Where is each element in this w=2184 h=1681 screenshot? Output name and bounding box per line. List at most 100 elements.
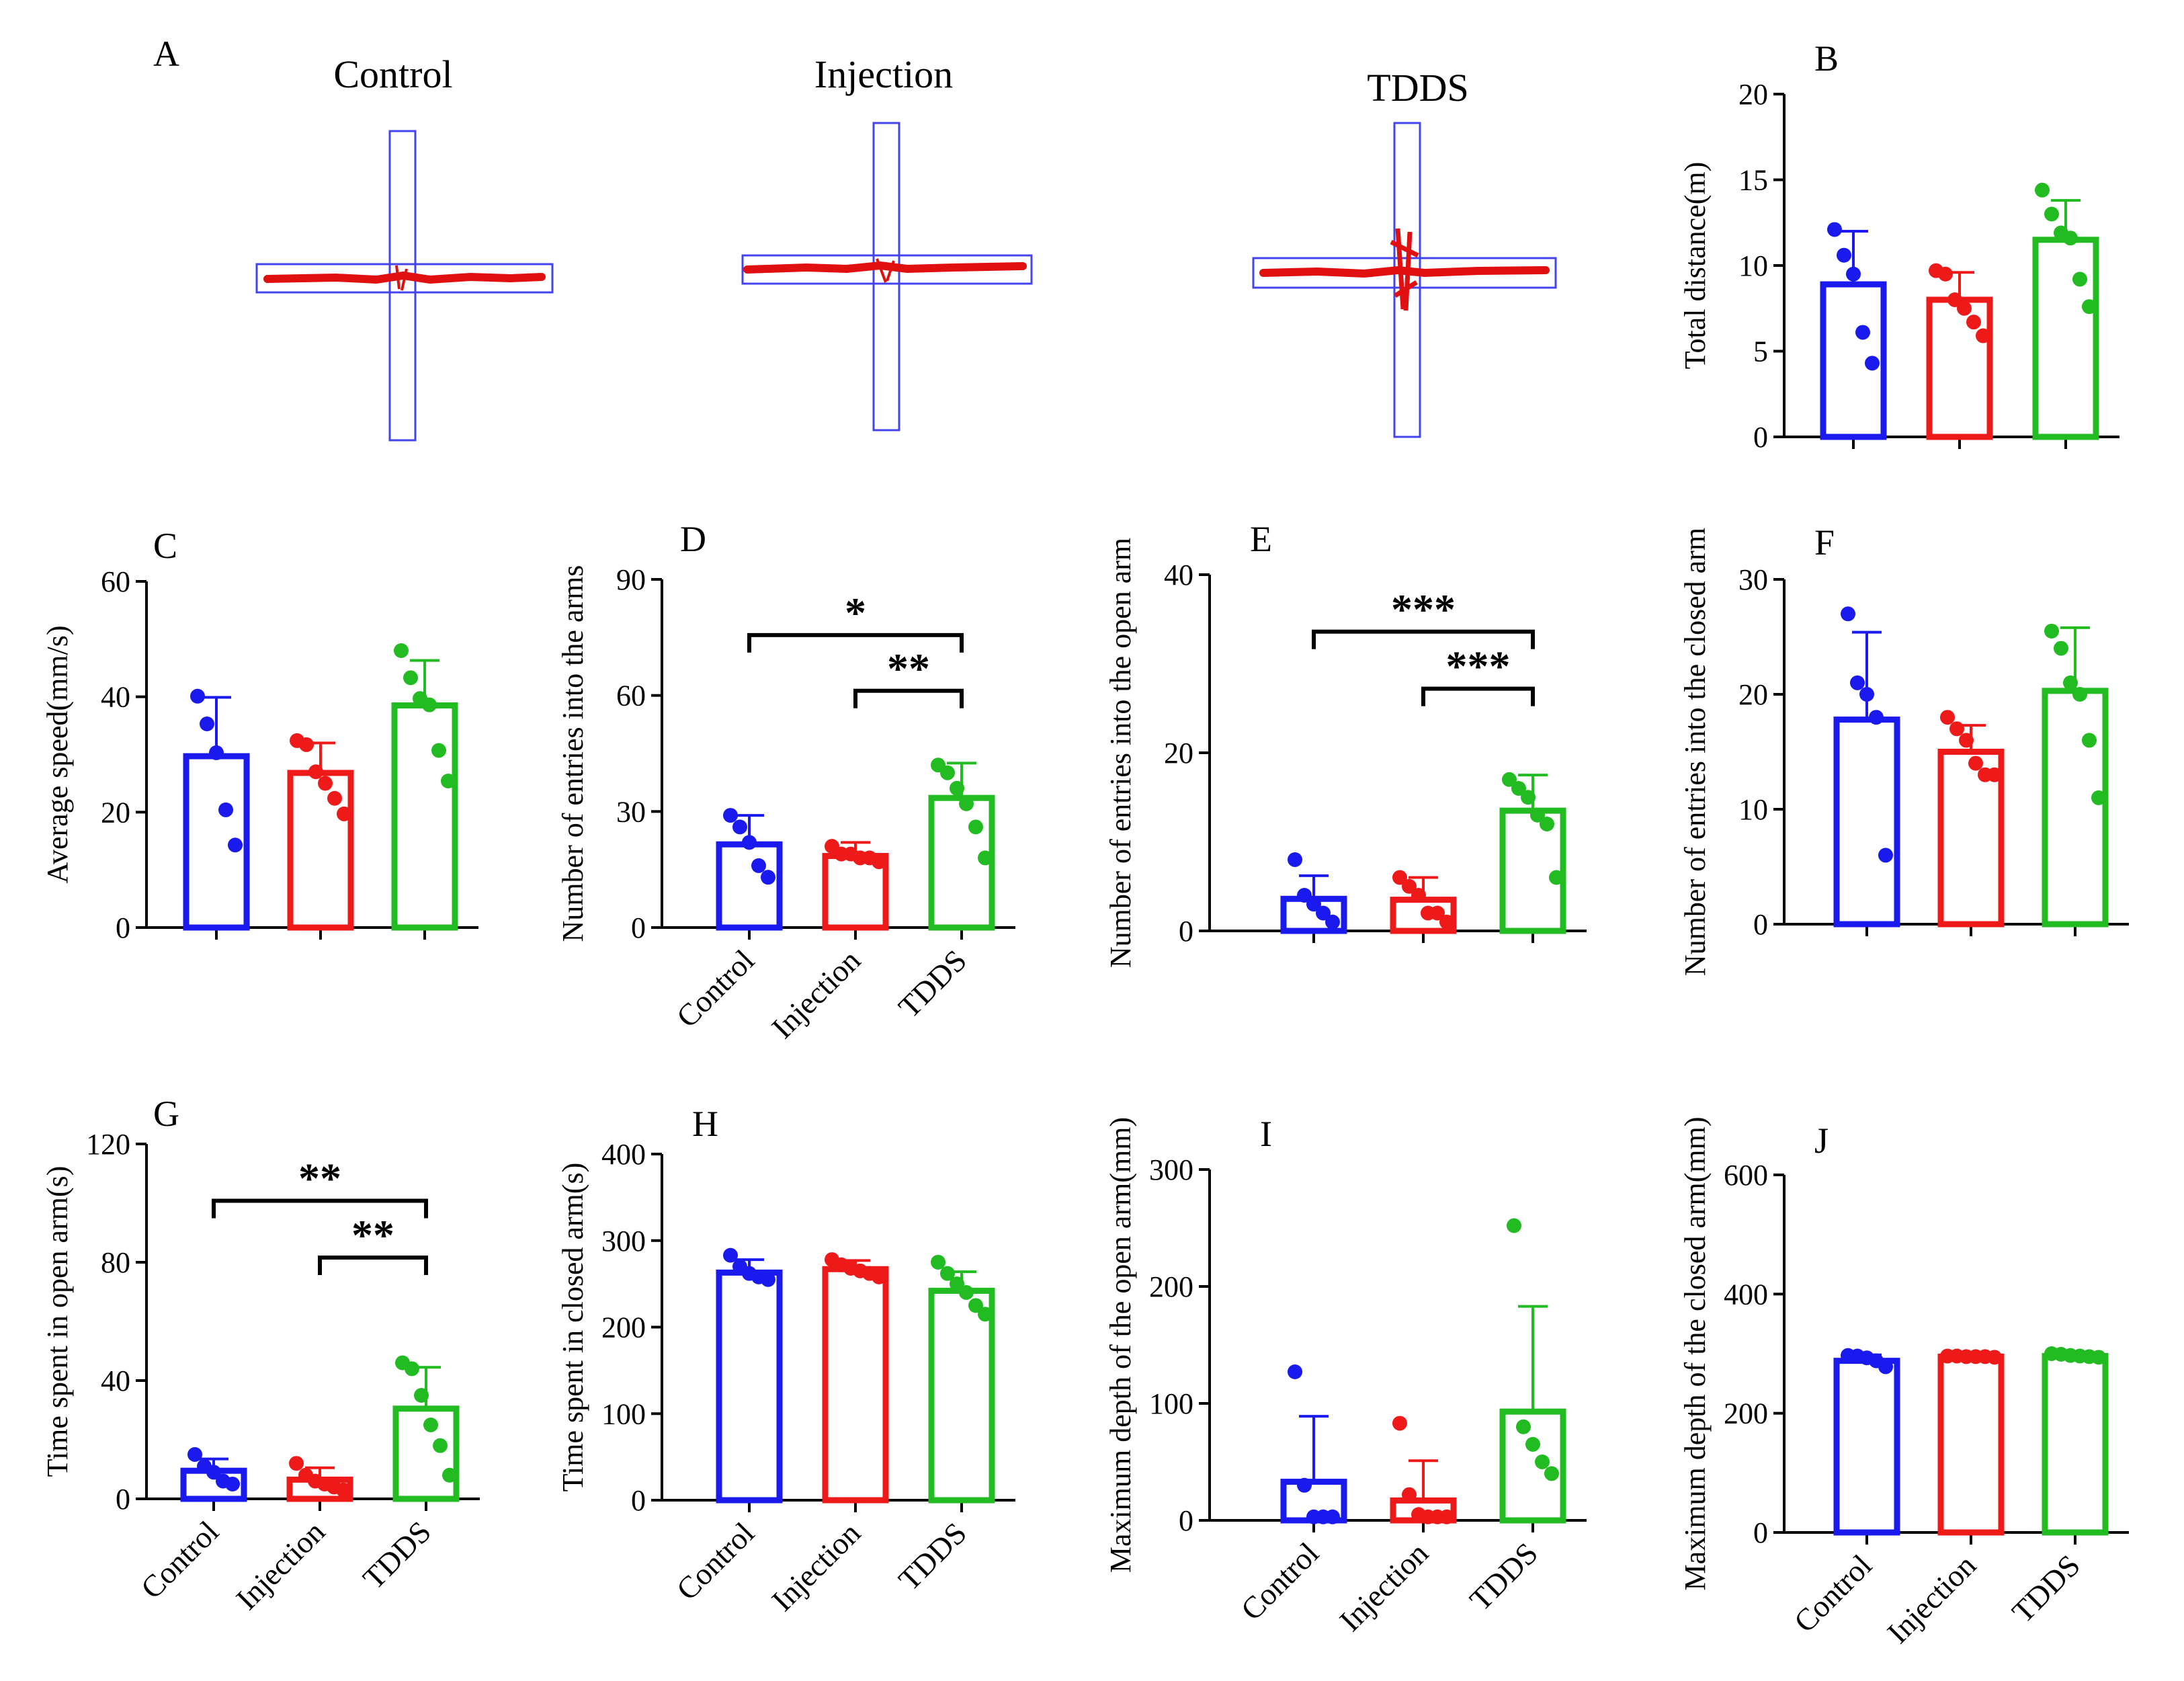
charts-layer: B 0 5 10 15 20 Total distance(m) C 0 20 40 60 Averag… — [41, 38, 2129, 1650]
data-point-tdds — [2072, 272, 2087, 287]
y-tick-label: 0 — [631, 911, 646, 944]
panel-label: H — [692, 1104, 718, 1144]
data-point-injection — [289, 1456, 304, 1471]
y-tick-label: 0 — [1753, 421, 1768, 454]
data-point-injection — [1392, 1416, 1407, 1431]
data-point-tdds — [940, 1266, 955, 1281]
significance-label: ** — [351, 1211, 394, 1259]
data-point-tdds — [1502, 772, 1517, 787]
y-tick-label: 40 — [1164, 559, 1193, 591]
data-point-tdds — [1507, 1218, 1521, 1233]
y-tick-label: 20 — [1738, 678, 1768, 711]
data-point-injection — [1940, 710, 1955, 725]
panel-label: G — [153, 1094, 179, 1134]
y-tick-label: 90 — [616, 563, 646, 596]
data-point-tdds — [2044, 206, 2059, 222]
data-point-tdds — [422, 697, 437, 712]
data-point-tdds — [2072, 687, 2087, 702]
data-point-injection — [1976, 328, 1990, 343]
data-point-injection — [872, 1269, 886, 1284]
data-point-tdds — [968, 819, 983, 835]
data-point-tdds — [2091, 1350, 2106, 1365]
y-tick-label: 300 — [601, 1225, 646, 1258]
data-point-injection — [1987, 1350, 2002, 1365]
bar-injection — [1937, 749, 2005, 928]
data-point-tdds — [1535, 1454, 1550, 1469]
data-point-injection — [1966, 315, 1981, 330]
data-point-injection — [1430, 905, 1445, 921]
data-point-control — [1841, 606, 1855, 622]
data-point-control — [732, 819, 747, 835]
data-point-injection — [1392, 870, 1407, 885]
data-point-control — [1297, 1477, 1312, 1493]
y-axis-title: Number of entries into the arms — [556, 565, 589, 942]
significance-label: *** — [1446, 643, 1511, 690]
data-point-injection — [337, 806, 351, 821]
data-point-control — [1865, 356, 1880, 371]
data-point-injection — [1957, 300, 1972, 316]
data-point-tdds — [403, 670, 418, 686]
maze-tdds — [1252, 122, 1557, 438]
bar-tdds — [392, 1405, 460, 1502]
bar-tdds — [1499, 1408, 1566, 1524]
significance-label: ** — [298, 1154, 341, 1202]
data-point-control — [1869, 710, 1884, 725]
data-point-injection — [308, 764, 323, 780]
data-point-control — [761, 1272, 775, 1287]
data-point-control — [1325, 914, 1340, 930]
data-point-tdds — [1540, 817, 1554, 831]
data-point-tdds — [2091, 790, 2106, 805]
significance-bracket — [1421, 686, 1535, 706]
y-tick-label: 100 — [601, 1397, 646, 1430]
data-point-control — [723, 1247, 738, 1263]
data-point-control — [1878, 1359, 1893, 1375]
data-point-tdds — [1516, 1419, 1531, 1434]
data-point-injection — [1411, 888, 1426, 903]
data-point-control — [1859, 687, 1874, 702]
data-point-control — [1827, 222, 1842, 237]
y-tick-label: 10 — [1738, 793, 1768, 826]
y-axis-title: Total distance(m) — [1679, 162, 1712, 369]
track-title-injection: Injection — [814, 52, 953, 96]
data-point-tdds — [431, 743, 446, 758]
chart-panel-f: F 0 10 20 30 Number of entries into the close… — [1679, 522, 2129, 976]
data-point-control — [1850, 675, 1865, 690]
chart-panel-c: C 0 20 40 60 Average speed(mm/s) — [41, 526, 478, 944]
data-point-tdds — [968, 1298, 983, 1313]
data-point-injection — [318, 776, 333, 791]
data-point-control — [723, 808, 738, 823]
significance-bracket — [212, 1198, 428, 1219]
significance-bracket — [318, 1255, 428, 1275]
data-point-tdds — [1511, 781, 1526, 796]
data-point-tdds — [2035, 182, 2050, 198]
data-point-injection — [1402, 878, 1417, 894]
data-point-injection — [1402, 1487, 1417, 1502]
y-tick-label: 40 — [101, 1364, 130, 1397]
data-point-tdds — [2063, 231, 2078, 246]
data-point-control — [1316, 905, 1331, 921]
significance-bracket — [747, 632, 964, 653]
y-tick-label: 600 — [1724, 1159, 1768, 1192]
panel-label: F — [1814, 522, 1835, 563]
panel-label: D — [680, 519, 706, 559]
data-point-tdds — [1544, 1466, 1559, 1481]
data-point-injection — [1968, 755, 1983, 771]
data-point-tdds — [1525, 1436, 1540, 1452]
data-point-tdds — [959, 796, 974, 811]
significance-bracket — [1312, 629, 1535, 649]
data-point-control — [200, 716, 214, 732]
data-point-control — [1878, 848, 1893, 863]
data-point-control — [751, 858, 766, 873]
panel-label: E — [1250, 519, 1272, 559]
y-tick-label: 40 — [101, 681, 130, 714]
y-tick-label: 120 — [86, 1128, 130, 1161]
data-point-injection — [1947, 292, 1962, 307]
panel-a-label: A — [153, 34, 179, 74]
chart-panel-b: B 0 5 10 15 20 Total distance(m) — [1679, 38, 2119, 454]
track-title-tdds: TDDS — [1367, 66, 1468, 110]
panel-label: C — [153, 526, 177, 566]
y-tick-label: 0 — [1179, 1504, 1193, 1537]
y-tick-label: 60 — [616, 680, 646, 712]
data-point-injection — [299, 737, 314, 752]
maze-control — [255, 130, 554, 442]
